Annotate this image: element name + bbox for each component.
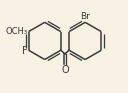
Text: F: F bbox=[22, 46, 27, 56]
Text: O: O bbox=[61, 65, 69, 75]
Text: Br: Br bbox=[80, 12, 90, 21]
Text: OCH₃: OCH₃ bbox=[5, 27, 27, 36]
